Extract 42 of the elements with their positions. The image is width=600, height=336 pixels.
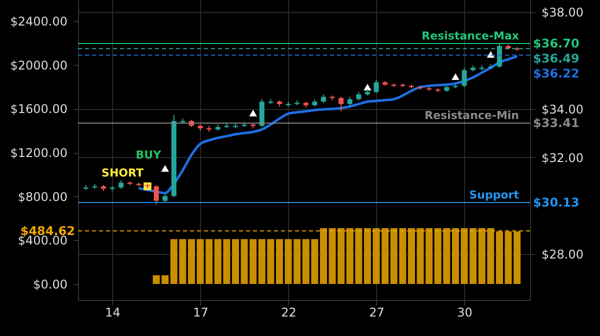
point [486, 51, 495, 58]
ref-line-label: Resistance-Min [424, 109, 519, 122]
x-tick-label: 27 [369, 306, 384, 320]
x-tick-label: 17 [193, 306, 208, 320]
y-tick-label: $2400.00 [10, 14, 68, 29]
y2-tick-label: $28.00 [542, 248, 584, 262]
ref-line-label: Support [469, 188, 519, 202]
bar [452, 228, 459, 284]
bar [496, 231, 503, 284]
text: $36.22 [533, 66, 580, 81]
y2-tick-label: $32.00 [542, 150, 584, 165]
candlestick [154, 184, 159, 205]
point [364, 84, 372, 90]
y-tick-label: $1200.00 [10, 146, 68, 160]
bar [232, 239, 239, 284]
bar [364, 228, 371, 284]
ref-line-label: Resistance-Max [422, 30, 519, 43]
y2-tick-label: $34.00 [542, 102, 584, 116]
text: $33.41 [533, 116, 580, 130]
x-tick-label: 30 [457, 306, 472, 320]
bar [408, 228, 415, 284]
y-tick-label: $0.00 [33, 278, 68, 292]
candlestick [374, 79, 379, 94]
text: $30.13 [533, 196, 580, 210]
candlestick [338, 96, 344, 112]
y-tick-label: $2000.00 [10, 58, 68, 72]
y-tick-label: $1600.00 [10, 102, 68, 116]
bar [276, 239, 283, 284]
text: $36.70 [533, 36, 580, 51]
point [249, 110, 257, 116]
data-label: BUY [136, 148, 162, 162]
point [452, 73, 460, 80]
bar [188, 239, 195, 284]
x-tick-label: 22 [281, 306, 296, 320]
y-tick-label: $800.00 [18, 190, 68, 204]
y2-tick-label: $38.00 [542, 6, 584, 20]
candlestick [462, 67, 467, 88]
point [161, 165, 169, 172]
data-label: SHORT [102, 166, 144, 180]
x-tick-label: 14 [105, 306, 120, 320]
bar [320, 228, 327, 284]
text: $36.49 [533, 52, 580, 66]
